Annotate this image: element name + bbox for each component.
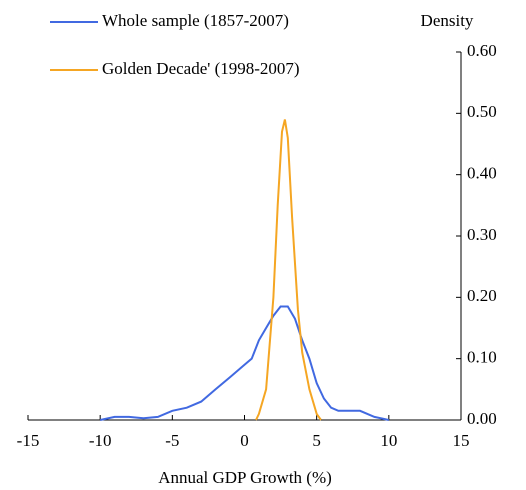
y-tick-label: 0.10	[467, 348, 497, 367]
y-tick-label: 0.00	[467, 409, 497, 428]
x-tick-label: 15	[453, 431, 470, 450]
x-tick-label: 10	[380, 431, 397, 450]
x-tick-label: -15	[17, 431, 40, 450]
y-tick-label: 0.60	[467, 41, 497, 60]
x-tick-label: -5	[165, 431, 179, 450]
y-tick-label: 0.20	[467, 286, 497, 305]
y-tick-label: 0.50	[467, 102, 497, 121]
legend-label: Golden Decade' (1998-2007)	[102, 59, 300, 78]
series-line	[255, 119, 322, 421]
legend-label: Whole sample (1857-2007)	[102, 11, 289, 30]
x-axis-label: Annual GDP Growth (%)	[158, 468, 332, 487]
series-line	[99, 305, 390, 421]
y-axis-label: Density	[421, 11, 474, 30]
x-tick-label: -10	[89, 431, 112, 450]
y-tick-label: 0.40	[467, 164, 497, 183]
x-tick-label: 0	[240, 431, 249, 450]
x-tick-label: 5	[312, 431, 321, 450]
y-tick-label: 0.30	[467, 225, 497, 244]
